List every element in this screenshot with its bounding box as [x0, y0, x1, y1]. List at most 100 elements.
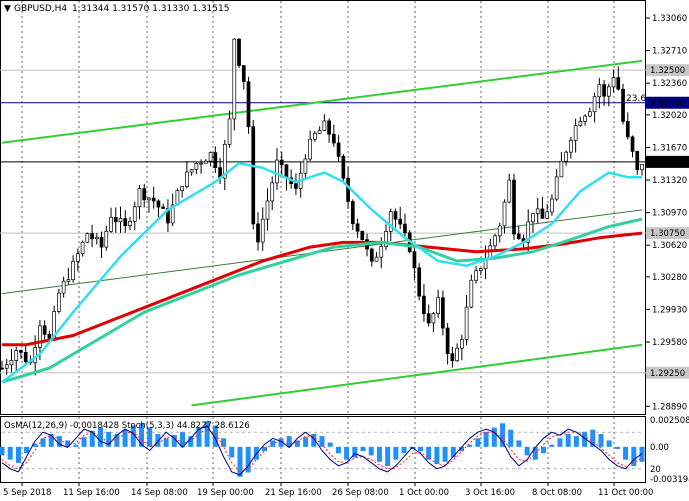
- candle-body: [213, 152, 218, 168]
- candle-body: [9, 360, 14, 366]
- price-label-box: [646, 366, 689, 379]
- osma-bar: [262, 446, 268, 452]
- osma-bar: [360, 446, 366, 452]
- candle-body: [128, 221, 132, 227]
- candle-body: [350, 201, 355, 225]
- osma-bar: [196, 427, 202, 447]
- candle-body: [76, 253, 80, 262]
- candle-body: [4, 364, 9, 369]
- candle-body: [275, 159, 279, 184]
- osma-bar: [639, 446, 645, 462]
- osma-bar: [147, 427, 153, 447]
- candle-body: [341, 156, 346, 179]
- price-label-box: [646, 155, 689, 168]
- candle-body: [550, 198, 554, 213]
- candle-body: [317, 130, 322, 134]
- x-tick-label: 5 Sep 2018: [3, 488, 51, 498]
- price-label: 1.32150: [650, 99, 685, 109]
- stoch-signal-line: [1, 428, 643, 473]
- candle-body: [379, 246, 384, 258]
- candle-body: [578, 120, 583, 127]
- menu-triangle-icon[interactable]: ▼: [4, 4, 11, 14]
- candle-body: [526, 221, 531, 243]
- osma-bar: [434, 446, 440, 464]
- osma-bar: [204, 421, 210, 447]
- ma-slow-red-line: [2, 231, 643, 347]
- candle-body: [460, 339, 464, 349]
- osma-bar: [483, 431, 489, 447]
- price-label-box: [646, 227, 689, 240]
- osma-bar: [582, 431, 588, 447]
- price-label-box: [646, 96, 689, 109]
- ohlc-label: 1.31344 1.31570 1.31330 1.31515: [72, 4, 229, 14]
- candle-body: [308, 138, 312, 160]
- osma-bar: [40, 438, 46, 447]
- candle-body: [208, 152, 213, 162]
- trendline: [1, 59, 643, 144]
- osma-bar: [606, 440, 612, 447]
- osma-bar: [114, 433, 120, 447]
- price-label: 1.29250: [650, 369, 685, 379]
- candle-body: [611, 77, 616, 88]
- osma-bar: [56, 436, 62, 447]
- x-tick-label: 21 Sep 16:00: [265, 488, 322, 498]
- candle-body: [237, 38, 241, 66]
- candle-body: [118, 218, 123, 223]
- osma-bar: [286, 436, 292, 447]
- candle-body: [369, 248, 374, 262]
- osma-bar: [229, 446, 235, 458]
- candle-body: [516, 233, 521, 239]
- osma-bar: [65, 440, 71, 447]
- candle-body: [303, 158, 308, 174]
- osc-tick-label: -0.003194: [650, 475, 689, 485]
- candle-body: [241, 65, 246, 83]
- osma-bar: [180, 431, 186, 447]
- osma-bar: [491, 427, 497, 447]
- osma-bar: [557, 438, 563, 447]
- osma-bar: [163, 438, 169, 447]
- osma-bar: [327, 442, 333, 447]
- osma-bar: [623, 446, 629, 460]
- candle-body: [583, 115, 587, 122]
- x-tick-label: 11 Sep 16:00: [63, 488, 120, 498]
- stoch-main-line: [1, 425, 643, 476]
- candle-body: [113, 217, 118, 223]
- price-label-box: [646, 64, 689, 77]
- y-tick-label: 1.32020: [652, 111, 687, 121]
- y-tick-label: 1.31670: [652, 143, 687, 153]
- candle-body: [422, 295, 426, 315]
- candle-body: [151, 197, 156, 202]
- candle-body: [426, 313, 431, 324]
- osma-bar: [48, 433, 54, 447]
- moving-averages: [1, 162, 643, 384]
- candle-body: [469, 279, 474, 308]
- candle-body: [80, 241, 85, 255]
- osma-bar: [590, 429, 596, 447]
- candle-body: [569, 139, 573, 153]
- x-tick-label: 1 Oct 00:00: [399, 488, 449, 498]
- candle-body: [573, 125, 578, 141]
- candle-body: [393, 211, 398, 220]
- x-tick-label: 26 Sep 08:00: [332, 488, 389, 498]
- candle-body: [336, 142, 341, 157]
- candle-body: [222, 143, 227, 179]
- ma-fast-cyan-line: [1, 162, 642, 384]
- osma-bar: [508, 429, 514, 447]
- osma-bar: [24, 446, 30, 454]
- candle-body: [137, 188, 142, 208]
- osma-bar: [237, 446, 243, 477]
- candle-body: [270, 182, 275, 202]
- candle-body: [256, 223, 260, 243]
- candle-body: [403, 223, 407, 234]
- osc-tick-label: 0.00: [650, 443, 669, 453]
- y-tick-label: 1.31320: [652, 176, 687, 186]
- candle-body: [384, 231, 388, 247]
- osma-bar: [467, 444, 473, 447]
- price-axis: 1.33060 1.32710 1.32360 1.32020 1.31670 1.313…: [646, 14, 689, 412]
- candle-body: [313, 133, 317, 140]
- candle-body: [441, 297, 445, 329]
- main-pane: [0, 0, 646, 415]
- osma-bar: [450, 446, 456, 458]
- candle-body: [445, 327, 450, 355]
- candle-body: [109, 217, 113, 232]
